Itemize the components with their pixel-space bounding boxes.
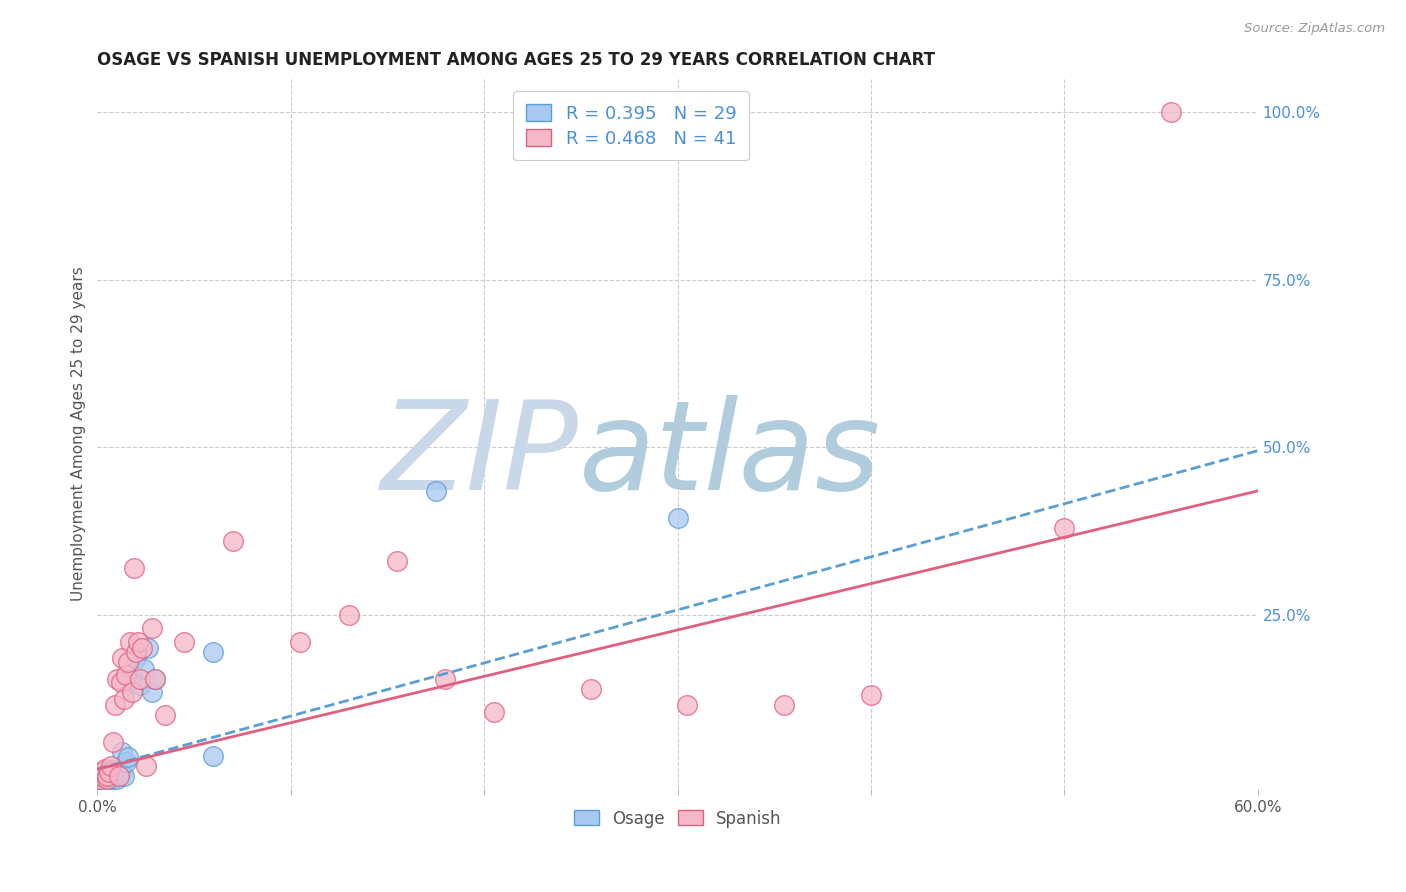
Point — [202, 645, 225, 659]
Point — [89, 772, 111, 787]
Point — [112, 691, 135, 706]
Point — [97, 772, 120, 787]
Text: atlas: atlas — [579, 395, 882, 516]
Point — [96, 769, 118, 783]
Point — [434, 672, 457, 686]
Point — [131, 641, 153, 656]
Point — [100, 758, 122, 772]
Point — [141, 621, 163, 635]
Point — [337, 607, 360, 622]
Y-axis label: Unemployment Among Ages 25 to 29 years: Unemployment Among Ages 25 to 29 years — [72, 267, 86, 601]
Point — [666, 510, 689, 524]
Point — [136, 641, 159, 656]
Point — [101, 772, 124, 787]
Point — [222, 534, 245, 549]
Point — [96, 772, 118, 787]
Point — [117, 750, 139, 764]
Point — [117, 655, 139, 669]
Point — [100, 769, 122, 783]
Point — [97, 765, 120, 780]
Point — [110, 765, 132, 780]
Point — [145, 672, 167, 686]
Point — [773, 698, 796, 713]
Point — [122, 561, 145, 575]
Point — [482, 705, 505, 719]
Point — [129, 672, 152, 686]
Point — [112, 769, 135, 783]
Point — [90, 769, 112, 783]
Point — [104, 698, 127, 713]
Point — [173, 634, 195, 648]
Point — [141, 685, 163, 699]
Point — [153, 708, 176, 723]
Legend: Osage, Spanish: Osage, Spanish — [567, 803, 789, 834]
Point — [859, 689, 882, 703]
Point — [89, 769, 111, 783]
Point — [105, 672, 128, 686]
Point — [96, 775, 118, 789]
Point — [111, 651, 134, 665]
Point — [125, 651, 148, 665]
Point — [107, 769, 129, 783]
Point — [100, 764, 122, 778]
Text: ZIP: ZIP — [381, 395, 579, 516]
Point — [94, 762, 117, 776]
Point — [105, 772, 128, 787]
Point — [94, 769, 117, 783]
Point — [121, 672, 143, 686]
Point — [385, 554, 408, 568]
Point — [1160, 105, 1182, 120]
Point — [676, 698, 699, 713]
Point — [579, 681, 602, 696]
Point — [111, 745, 134, 759]
Point — [101, 735, 124, 749]
Point — [121, 685, 143, 699]
Point — [110, 675, 132, 690]
Point — [145, 672, 167, 686]
Point — [104, 769, 127, 783]
Point — [120, 634, 142, 648]
Text: OSAGE VS SPANISH UNEMPLOYMENT AMONG AGES 25 TO 29 YEARS CORRELATION CHART: OSAGE VS SPANISH UNEMPLOYMENT AMONG AGES… — [97, 51, 935, 69]
Point — [90, 765, 112, 780]
Point — [115, 668, 138, 682]
Point — [129, 678, 152, 692]
Point — [290, 634, 312, 648]
Text: Source: ZipAtlas.com: Source: ZipAtlas.com — [1244, 22, 1385, 36]
Point — [425, 483, 447, 498]
Point — [127, 634, 149, 648]
Point — [91, 772, 114, 787]
Point — [132, 661, 155, 675]
Point — [91, 765, 114, 780]
Point — [115, 756, 138, 770]
Point — [202, 748, 225, 763]
Point — [125, 645, 148, 659]
Point — [89, 772, 111, 787]
Point — [1053, 521, 1076, 535]
Point — [135, 758, 157, 772]
Point — [107, 769, 129, 783]
